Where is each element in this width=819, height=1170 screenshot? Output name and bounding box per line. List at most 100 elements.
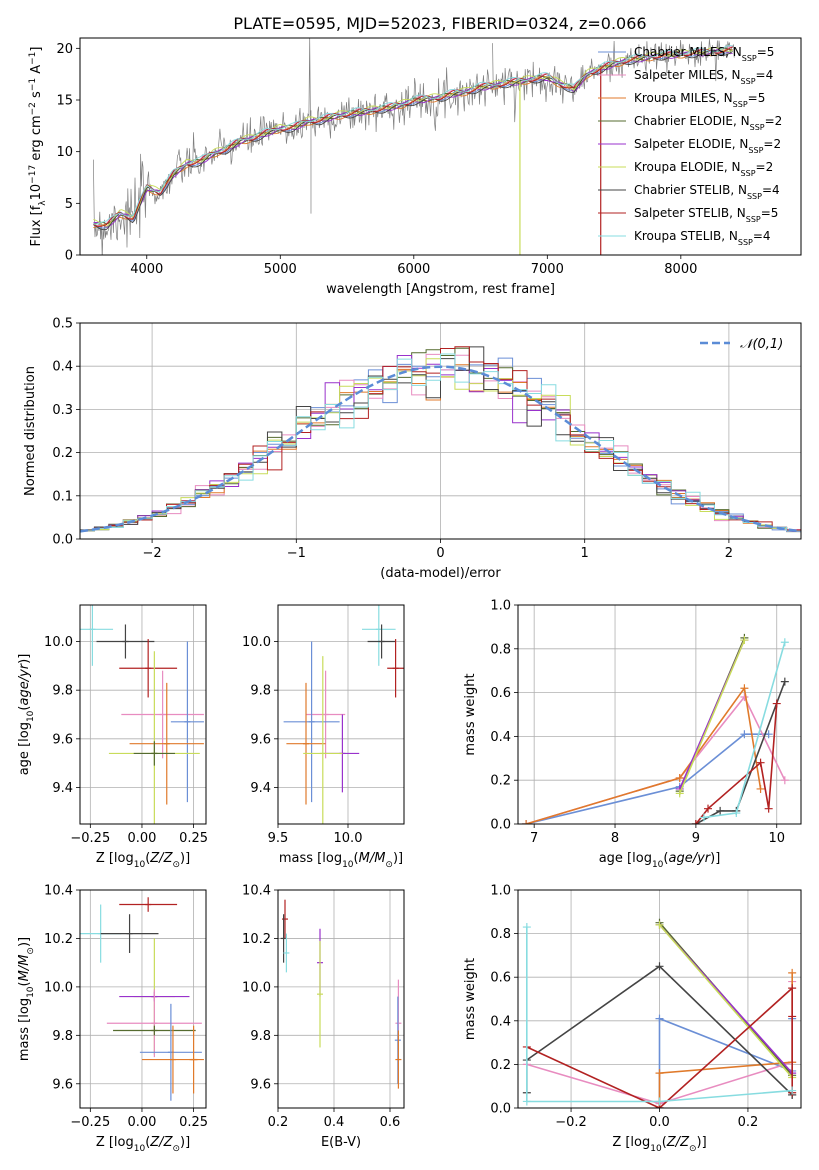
weight-point — [780, 638, 789, 647]
weight-point — [699, 813, 708, 822]
errorbar-chabrier_stelib — [280, 914, 287, 963]
errorbar-salpeter_miles — [106, 989, 202, 1058]
legend-entry: Kroupa STELIB, NSSP=4 — [634, 229, 771, 247]
x-tick-label: −2 — [143, 546, 162, 561]
x-tick-label: 0.25 — [179, 1115, 208, 1130]
y-tick-label: 0.0 — [52, 533, 73, 548]
weight-series-kroupa_stelib — [522, 923, 797, 1106]
legend-entry: Chabrier MILES, NSSP=5 — [634, 45, 774, 63]
weight-point — [655, 1014, 664, 1023]
x-tick-label: −0.2 — [555, 1115, 587, 1130]
errorbar-kroupa_elodie — [303, 656, 343, 824]
x-axis-label: wavelength [Angstrom, rest frame] — [326, 282, 555, 297]
axes-frame — [517, 604, 802, 825]
x-axis-label: Z [log10(Z/Z⊙)] — [612, 1135, 706, 1154]
x-tick-label: −0.25 — [70, 1115, 110, 1130]
y-tick-label: 9.6 — [52, 1077, 73, 1092]
figure-title: PLATE=0595, MJD=52023, FIBERID=0324, z=0… — [233, 14, 646, 33]
y-tick-label: 9.6 — [52, 732, 73, 747]
x-tick-label: 9 — [692, 831, 700, 846]
weight-point — [756, 784, 765, 793]
model-line-chabrier_stelib — [93, 50, 733, 231]
weight-point — [740, 692, 749, 701]
panel-age_vs_mass: 9.5 10.0 9.4 9.6 9.8 10.0 mass [log10(M/M⊙)] — [242, 604, 405, 870]
x-axis-label: (data-model)/error — [380, 566, 501, 581]
errorbar-kroupa_stelib — [362, 605, 396, 666]
errorbar-chabrier_elodie — [113, 1025, 196, 1036]
axes-frame — [79, 322, 802, 540]
y-tick-label: 10.0 — [242, 980, 271, 995]
legend-entry: Salpeter MILES, NSSP=4 — [634, 68, 773, 86]
y-axis-label: mass [log10(M/M⊙)] — [17, 937, 36, 1061]
y-tick-label: 10.2 — [242, 932, 271, 947]
x-tick-label: 6000 — [397, 262, 430, 277]
errorbar-chabrier_elodie — [133, 741, 176, 766]
y-axis-label: Flux [fλ10−17 erg cm−2 s−1 A−1] — [28, 47, 48, 247]
x-tick-label: 10.0 — [334, 831, 363, 846]
weight-point — [788, 984, 797, 993]
errorbar-salpeter_stelib — [387, 639, 404, 698]
weight-point — [740, 684, 749, 693]
axes-frame — [79, 604, 207, 825]
model-line-kroupa_elodie — [93, 46, 733, 227]
x-axis-label: E(B-V) — [321, 1135, 361, 1150]
errorbar-salpeter_stelib — [119, 897, 178, 912]
weight-point — [764, 730, 773, 739]
weight-point — [740, 636, 749, 645]
x-tick-label: 5000 — [264, 262, 297, 277]
legend-entry: Chabrier STELIB, NSSP=4 — [634, 183, 780, 201]
panel-mass_vs_ebv: 0.2 0.4 0.6 9.6 9.8 10.0 10.2 10.4 E(B-V) — [242, 884, 405, 1150]
y-tick-label: 10.0 — [242, 635, 271, 650]
y-tick-label: 0.6 — [490, 686, 511, 701]
errorbar-kroupa_miles — [395, 1030, 402, 1089]
y-tick-label: 0.2 — [490, 1058, 511, 1073]
x-axis-label: Z [log10(Z/Z⊙)] — [96, 851, 190, 870]
y-tick-label: 1.0 — [490, 884, 511, 899]
x-tick-label: 8 — [611, 831, 619, 846]
weight-point — [764, 804, 773, 813]
x-tick-label: 0.25 — [179, 831, 208, 846]
y-tick-label: 0.3 — [52, 403, 73, 418]
x-tick-label: 4000 — [130, 262, 163, 277]
y-tick-label: 15 — [56, 94, 73, 109]
weight-point — [522, 923, 531, 932]
panel-weight_vs_age: 7 8 9 10 0.0 0.2 0.4 0.6 0.8 1.0 age [log10(age/yr… — [463, 599, 802, 870]
y-tick-label: 9.6 — [250, 1077, 271, 1092]
y-tick-label: 0.2 — [490, 774, 511, 789]
legend-entry: Kroupa ELODIE, NSSP=2 — [634, 160, 773, 178]
x-tick-label: 0.2 — [738, 1115, 759, 1130]
x-tick-label: −1 — [287, 546, 306, 561]
x-tick-label: 7 — [530, 831, 538, 846]
y-tick-label: 0.5 — [52, 317, 73, 332]
errorbar-chabrier_stelib — [100, 914, 159, 953]
weight-point — [788, 1086, 797, 1095]
weight-series-kroupa_miles — [522, 684, 765, 824]
y-tick-label: 0.2 — [52, 446, 73, 461]
errorbar-kroupa_miles — [286, 682, 326, 805]
weight-point — [522, 1097, 531, 1106]
axes-frame — [79, 889, 207, 1109]
errorbar-kroupa_miles — [189, 1025, 198, 1094]
weight-point — [780, 677, 789, 686]
errorbar-kroupa_miles — [129, 682, 204, 805]
axes-frame — [277, 889, 405, 1109]
axes-frame — [79, 37, 802, 256]
weight-point — [522, 820, 531, 824]
x-axis-label: mass [log10(M/M⊙)] — [279, 851, 403, 870]
panel-residuals: −2 −1 0 1 2 0.0 0.1 0.2 0.3 0.4 0.5 (data-model)/er… — [23, 317, 802, 581]
y-tick-label: 9.4 — [52, 781, 73, 796]
model-line-kroupa_stelib — [93, 45, 733, 225]
x-tick-label: 9.5 — [268, 831, 289, 846]
y-tick-label: 0.8 — [490, 642, 511, 657]
axes-frame — [277, 604, 405, 825]
y-tick-label: 10.0 — [44, 635, 73, 650]
y-tick-label: 1.0 — [490, 599, 511, 614]
weight-point — [788, 968, 797, 977]
model-line-salpeter_stelib — [93, 46, 733, 227]
histogram-kroupa_stelib — [80, 353, 801, 539]
y-axis-label: age [log10(age/yr)] — [17, 654, 36, 776]
legend-entry: Chabrier ELODIE, NSSP=2 — [634, 114, 782, 132]
panel-spectrum: 4000 5000 6000 7000 8000 0 5 10 15 20 wavelength [… — [28, 37, 802, 297]
x-tick-label: 0.4 — [324, 1115, 345, 1130]
